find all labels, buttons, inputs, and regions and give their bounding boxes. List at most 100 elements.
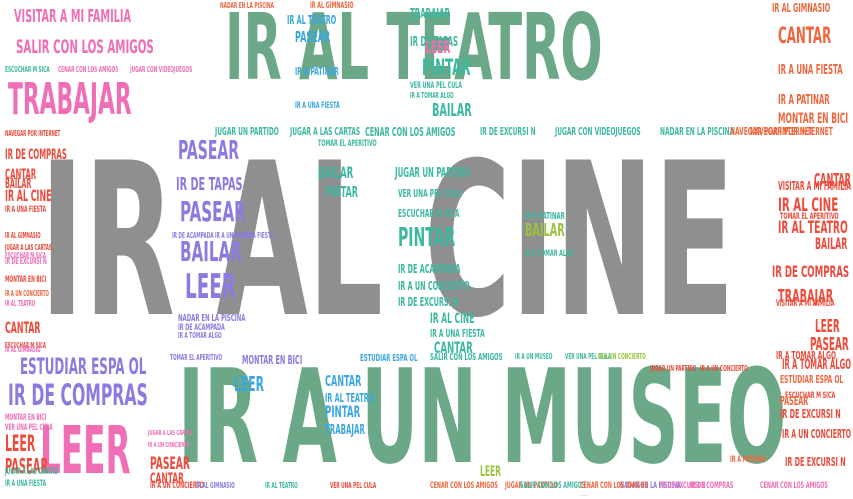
- word-cantar: CANTAR: [434, 338, 473, 357]
- word-jugar-un-partido: JUGAR UN PARTIDO: [395, 166, 471, 181]
- word-tomar-el-aperitivo: TOMAR EL APERITIVO: [170, 353, 223, 362]
- word-pasear: PASEAR: [810, 334, 849, 355]
- word-cenar-con-los-amigos: CENAR CON LOS AMIGOS: [430, 481, 498, 491]
- word-ir-a-un-concierto: IR A UN CONCIERTO: [598, 352, 646, 361]
- word-jugar-a-las-cartas: JUGAR A LAS CARTAS: [148, 429, 193, 437]
- word-navegar-por-internet: NAVEGAR POR INTERNET: [750, 125, 833, 138]
- word-ir-a-tomar-algo: IR A TOMAR ALGO: [782, 357, 851, 373]
- word-tomar-el-aperitivo: TOMAR EL APERITIVO: [780, 212, 839, 222]
- word-trabajar: TRABAJAR: [778, 286, 834, 307]
- word-trabajar: TRABAJAR: [410, 7, 450, 22]
- word-jugar-a-las-cartas: JUGAR A LAS CARTAS: [290, 125, 361, 138]
- word-bailar: BAILAR: [815, 234, 848, 253]
- word-ir-a-una-fiesta: IR A UNA FIESTA: [430, 327, 485, 340]
- word-ir-al-cine: IR AL CINE: [430, 311, 475, 327]
- word-leer: LEER: [234, 372, 264, 396]
- word-ir-a-patinar: IR A PATINAR: [730, 455, 766, 465]
- word-ir-al-teatro: IR AL TEATRO: [225, 0, 603, 101]
- word-bailar: BAILAR: [180, 235, 242, 268]
- word-ir-de-acampada: IR DE ACAMPADA: [178, 323, 225, 333]
- word-pasear: PASEAR: [178, 136, 240, 166]
- word-ir-al-gimnasio: IR AL GIMNASIO: [310, 1, 354, 11]
- word-ir-de-compras: IR DE COMPRAS: [772, 262, 850, 281]
- word-montar-en-bici: MONTAR EN BICI: [5, 413, 47, 423]
- word-pasear: PASEAR: [180, 195, 246, 228]
- word-bailar: BAILAR: [525, 220, 565, 241]
- word-bailar: BAILAR: [432, 100, 472, 121]
- word-bailar: BAILAR: [5, 177, 32, 192]
- word-ir-de-tapas: IR DE TAPAS: [410, 35, 459, 50]
- word-jugar-un-partido: JUGAR UN PARTIDO: [215, 125, 279, 138]
- word-ir-al-teatro: IR AL TEATRO: [265, 481, 298, 490]
- word-ir-a-una-fiesta: IR A UNA FIESTA: [5, 205, 47, 215]
- word-leer: LEER: [40, 412, 131, 489]
- word-pintar: PINTAR: [398, 223, 456, 253]
- word-cantar: CANTAR: [150, 471, 184, 487]
- word-visitar-a-mi-familia: VISITAR A MI FAMILIA: [14, 6, 132, 27]
- word-ir-a-una-fiesta: IR A UNA FIESTA: [5, 479, 47, 489]
- word-ir-al-teatro: IR AL TEATRO: [287, 13, 337, 27]
- word-pasear: PASEAR: [780, 394, 809, 408]
- word-ir-a-un-museo: IR A UN MUSEO: [215, 231, 253, 240]
- word-nadar-en-la-piscina: NADAR EN LA PISCINA: [660, 125, 735, 138]
- word-ir-de-excursi-n: IR DE EXCURSI N: [398, 295, 459, 309]
- word-ir-de-excursi-n: IR DE EXCURSI N: [5, 257, 47, 267]
- word-ir-de-compras: IR DE COMPRAS: [5, 147, 67, 163]
- word-escuchar-m-sica: ESCUCHAR M SICA: [5, 341, 46, 350]
- word-leer: LEER: [425, 38, 451, 58]
- word-ir-de-tapas: IR DE TAPAS: [176, 174, 243, 195]
- word-ir-de-compras: IR DE COMPRAS: [690, 481, 734, 491]
- word-ir-de-acampada: IR DE ACAMPADA: [398, 262, 461, 276]
- word-ir-de-acampada: IR DE ACAMPADA: [172, 231, 214, 240]
- word-ir-a-un-concierto: IR A UN CONCIERTO: [782, 427, 851, 441]
- word-salir-con-los-amigos: SALIR CON LOS AMIGOS: [16, 36, 154, 58]
- word-estudiar-espa-ol: ESTUDIAR ESPA OL: [360, 353, 418, 364]
- word-ver-una-pel-cula: VER UNA PEL CULA: [410, 81, 463, 91]
- word-cenar-con-los-amigos: CENAR CON LOS AMIGOS: [760, 481, 828, 491]
- word-ver-una-pel-cula: VER UNA PEL CULA: [5, 423, 53, 433]
- word-ir-a-un-concierto: IR A UN CONCIERTO: [150, 481, 204, 491]
- word-escuchar-m-sica: ESCUCHAR M SICA: [5, 65, 50, 74]
- word-ir-a-una-fiesta: IR A UNA FIESTA: [778, 63, 843, 78]
- word-ver-una-pel-cula: VER UNA PEL CULA: [330, 481, 377, 490]
- word-montar-en-bici: MONTAR EN BICI: [778, 111, 849, 127]
- word-ir-de-excursi-n: IR DE EXCURSI N: [660, 481, 706, 491]
- word-tomar-el-aperitivo: TOMAR EL APERITIVO: [318, 139, 377, 149]
- word-ir-a-patinar: IR A PATINAR: [778, 93, 830, 108]
- word-leer: LEER: [185, 267, 236, 307]
- word-ir-al-gimnasio: IR AL GIMNASIO: [196, 481, 235, 490]
- word-escuchar-m-sica: ESCUCHAR M SICA: [5, 251, 46, 260]
- word-leer: LEER: [815, 316, 840, 337]
- word-ir-de-excursi-n: IR DE EXCURSI N: [480, 125, 536, 138]
- word-ir-a-patinar: IR A PATINAR: [525, 211, 565, 222]
- word-leer: LEER: [5, 432, 36, 457]
- word-navegar-por-internet: NAVEGAR POR INTERNET: [730, 125, 813, 138]
- word-visitar-a-mi-familia: VISITAR A MI FAMILIA: [776, 299, 835, 309]
- word-estudiar-espa-ol: ESTUDIAR ESPA OL: [20, 355, 147, 380]
- word-escuchar-m-sica: ESCUCHAR M SICA: [398, 207, 460, 220]
- word-ir-de-compras: IR DE COMPRAS: [8, 378, 148, 412]
- word-ver-una-pel-cula: VER UNA PEL CULA: [398, 187, 462, 200]
- word-ir-al-cine: IR AL CINE: [5, 186, 52, 205]
- word-ir-a-tomar-algo: IR A TOMAR ALGO: [410, 91, 454, 100]
- word-ir-a-un-museo: IR A UN MUSEO: [515, 352, 553, 361]
- word-ir-a-un-museo: IR A UN MUSEO: [178, 341, 787, 493]
- word-nadar-en-la-piscina: NADAR EN LA PISCINA: [178, 313, 246, 324]
- word-ir-al-teatro: IR AL TEATRO: [5, 299, 36, 308]
- word-ir-a-un-concierto: IR A UN CONCIERTO: [148, 441, 190, 449]
- word-cenar-con-los-amigos: CENAR CON LOS AMIGOS: [58, 65, 119, 74]
- word-nadar-en-la-piscina: NADAR EN LA PISCINA: [620, 481, 681, 491]
- word-cenar-con-los-amigos: CENAR CON LOS AMIGOS: [580, 481, 648, 491]
- word-montar-en-bici: MONTAR EN BICI: [242, 353, 303, 367]
- word-cenar-con-los-amigos: CENAR CON LOS AMIGOS: [365, 125, 456, 139]
- word-cantar: CANTAR: [325, 372, 362, 390]
- word-pasear: PASEAR: [295, 28, 331, 46]
- word-pintar: PINTAR: [422, 56, 471, 81]
- word-ir-a-una-fiesta: IR A UNA FIESTA: [234, 231, 274, 240]
- word-jugar-con-videojuegos: JUGAR CON VIDEOJUEGOS: [580, 496, 588, 497]
- word-ir-a-un-concierto: IR A UN CONCIERTO: [398, 279, 470, 293]
- word-pasear: PASEAR: [5, 454, 49, 478]
- word-montar-en-bici: MONTAR EN BICI: [5, 275, 47, 285]
- word-cantar: CANTAR: [814, 170, 851, 191]
